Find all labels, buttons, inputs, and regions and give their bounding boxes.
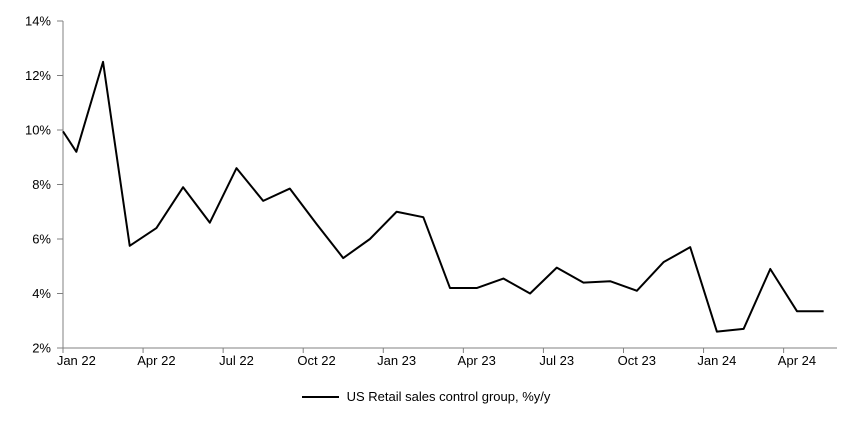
- x-tick-label: Apr 22: [137, 353, 175, 368]
- legend-label: US Retail sales control group, %y/y: [346, 388, 551, 404]
- y-tick-label: 12%: [25, 68, 51, 83]
- y-tick-label: 2%: [32, 341, 51, 356]
- legend: US Retail sales control group, %y/y: [0, 388, 852, 405]
- y-tick-label: 4%: [32, 286, 51, 301]
- y-tick-label: 14%: [25, 14, 51, 29]
- x-tick-label: Apr 24: [778, 353, 816, 368]
- x-tick-label: Jan 24: [697, 353, 736, 368]
- y-tick-label: 10%: [25, 123, 51, 138]
- x-tick-label: Jul 23: [539, 353, 574, 368]
- x-tick-label: Oct 22: [297, 353, 335, 368]
- x-tick-label: Apr 23: [458, 353, 496, 368]
- y-tick-label: 6%: [32, 232, 51, 247]
- x-tick-label: Jan 23: [377, 353, 416, 368]
- x-tick-label: Jan 22: [57, 353, 96, 368]
- series-line-us-retail-sales-control-group: [62, 60, 824, 333]
- legend-line-sample-icon: [301, 395, 339, 398]
- y-tick-label: 8%: [32, 177, 51, 192]
- x-tick-label: Oct 23: [618, 353, 656, 368]
- x-tick-label: Jul 22: [219, 353, 254, 368]
